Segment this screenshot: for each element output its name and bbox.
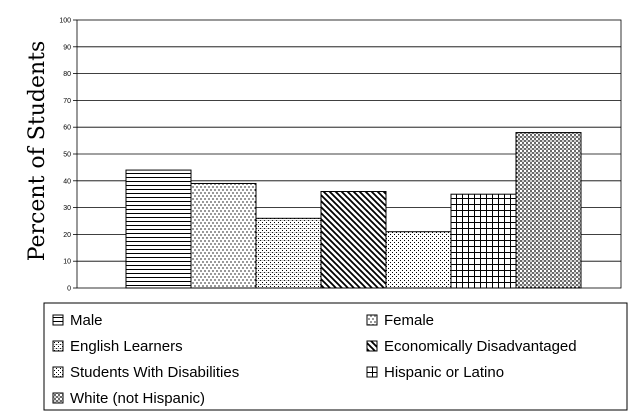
y-tick-label: 60 [63, 125, 71, 132]
legend-label: White (not Hispanic) [70, 390, 205, 407]
legend-item: Male [52, 312, 103, 329]
legend-label: Students With Disabilities [70, 364, 239, 381]
legend-swatch [366, 340, 378, 352]
legend-box [43, 302, 628, 411]
legend-item: White (not Hispanic) [52, 390, 205, 407]
y-tick-label: 10 [63, 259, 71, 266]
y-tick-label: 50 [63, 152, 71, 159]
legend-label: Economically Disadvantaged [384, 338, 577, 355]
y-tick-label: 80 [63, 71, 71, 78]
legend-label: English Learners [70, 338, 183, 355]
y-tick-label: 40 [63, 178, 71, 185]
y-tick-label: 20 [63, 232, 71, 239]
legend-item: Hispanic or Latino [366, 364, 504, 381]
bar-white-not-hispanic [515, 132, 582, 289]
bar-english-learners [255, 217, 322, 289]
legend-item: Female [366, 312, 434, 329]
y-tick-label: 100 [59, 18, 71, 25]
legend-swatch [366, 314, 378, 326]
legend-swatch [366, 366, 378, 378]
legend-label: Female [384, 312, 434, 329]
y-axis-ticks: 0 10 20 30 40 50 60 70 80 90 100 [59, 18, 77, 293]
legend-item: Economically Disadvantaged [366, 338, 577, 355]
legend-label: Male [70, 312, 103, 329]
y-tick-label: 30 [63, 205, 71, 212]
y-tick-label: 90 [63, 44, 71, 51]
bars [125, 132, 582, 289]
legend-item: Students With Disabilities [52, 364, 239, 381]
y-tick-label: 70 [63, 98, 71, 105]
bar-economically-disadvantaged [320, 191, 387, 289]
legend-swatch [52, 314, 64, 326]
y-axis-label: Percent of Students [25, 41, 50, 262]
bar-hispanic-or-latino [450, 193, 517, 289]
legend: Male Female English Learners Economically D… [52, 312, 577, 407]
y-tick-label: 0 [67, 286, 71, 293]
legend-swatch [52, 340, 64, 352]
legend-label: Hispanic or Latino [384, 364, 504, 381]
legend-swatch [52, 392, 64, 404]
legend-item: English Learners [52, 338, 183, 355]
legend-swatch [52, 366, 64, 378]
bar-students-with-disabilities [385, 231, 452, 289]
bar-female [190, 182, 257, 289]
bar-male [125, 169, 192, 289]
